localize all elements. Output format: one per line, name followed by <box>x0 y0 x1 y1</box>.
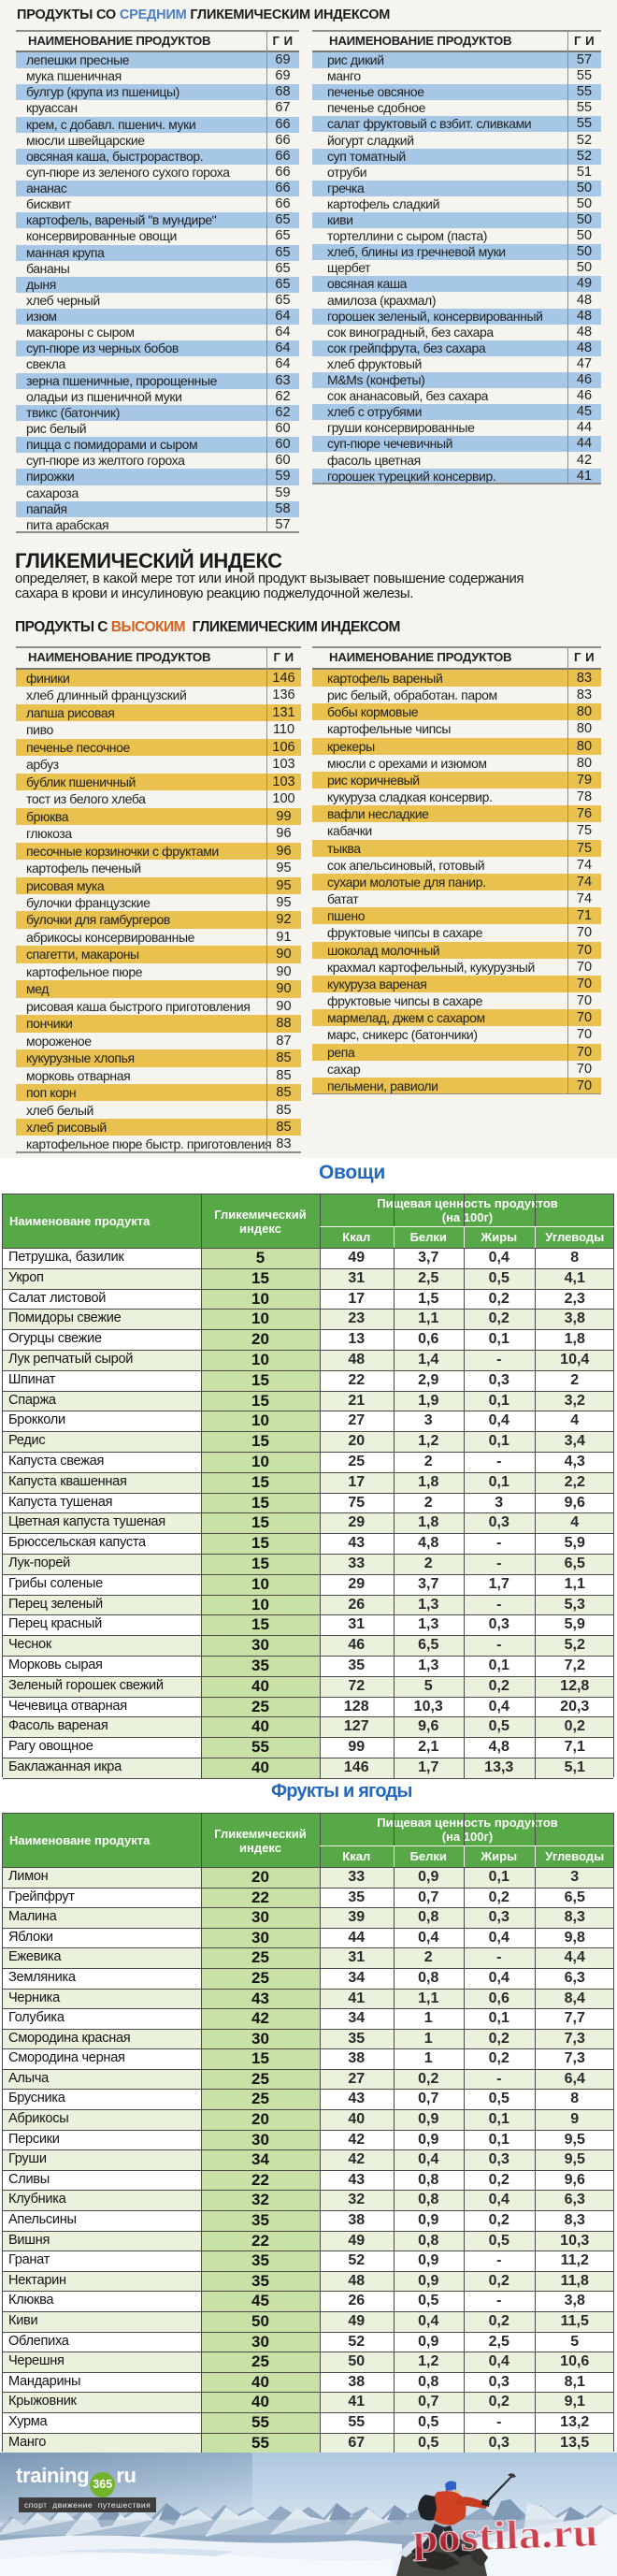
svg-text:postila.ru: postila.ru <box>412 2510 599 2562</box>
